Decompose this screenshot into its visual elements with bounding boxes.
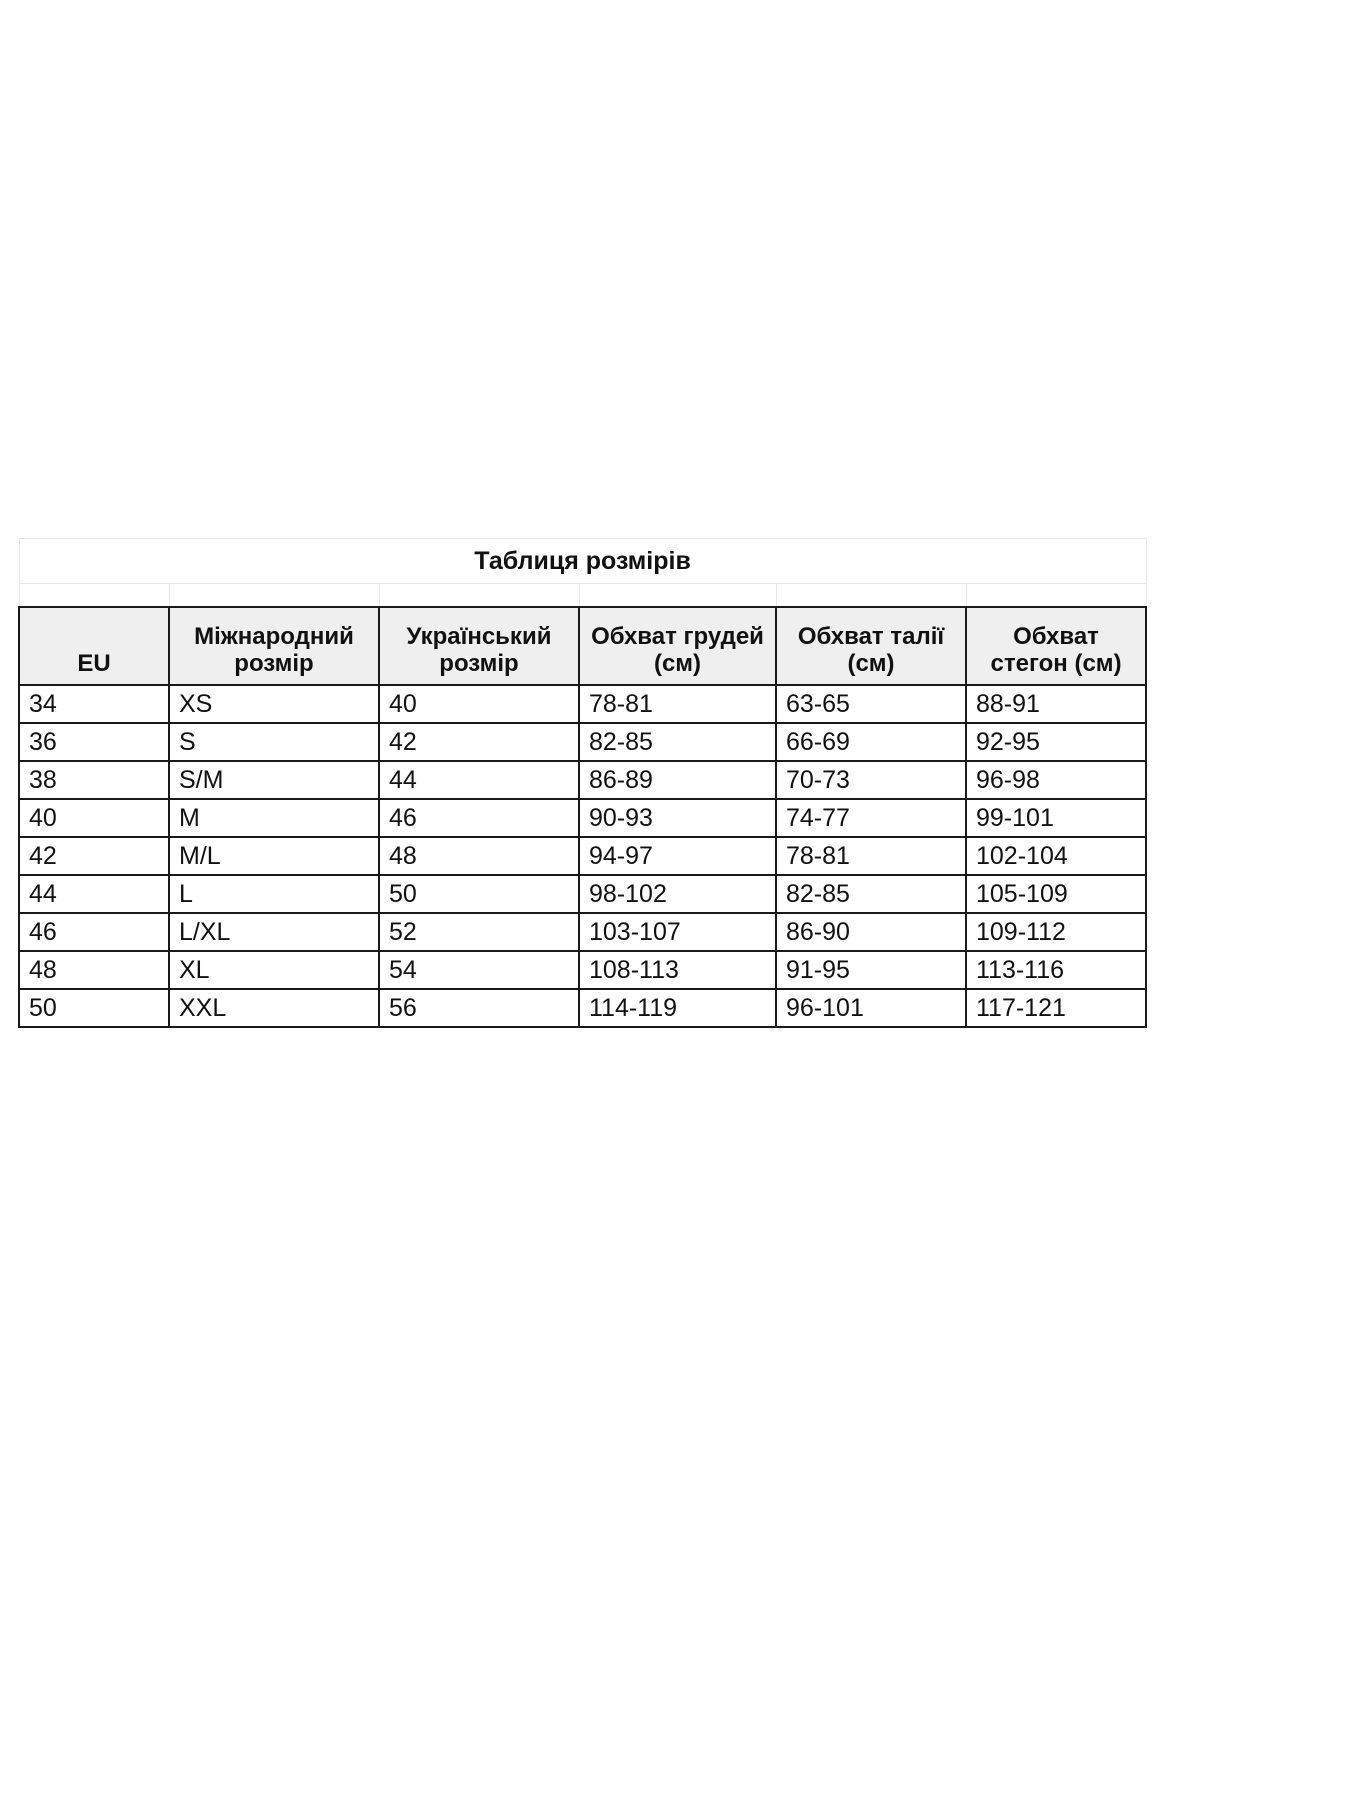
table-row: 34 XS 40 78-81 63-65 88-91 xyxy=(18,684,1148,724)
cell-waist: 82-85 xyxy=(775,874,967,914)
cell-ua: 44 xyxy=(378,760,580,800)
column-header-hips-circumference: Обхват стегон (см) xyxy=(964,606,1148,686)
table-row: 42 M/L 48 94-97 78-81 102-104 xyxy=(18,836,1148,876)
size-chart-sheet: Таблиця розмірів EU Міжнародний розмір У… xyxy=(18,538,1148,1028)
cell-hips: 102-104 xyxy=(964,836,1148,876)
cell-eu: 38 xyxy=(18,760,170,800)
column-header-ukrainian-size: Український розмір xyxy=(378,606,580,686)
cell-eu: 40 xyxy=(18,798,170,838)
cell-ua: 50 xyxy=(378,874,580,914)
cell-waist: 86-90 xyxy=(775,912,967,952)
cell-eu: 46 xyxy=(18,912,170,952)
cell-intl: XS xyxy=(168,684,380,724)
cell-waist: 63-65 xyxy=(775,684,967,724)
cell-eu: 50 xyxy=(18,988,170,1028)
cell-waist: 96-101 xyxy=(775,988,967,1028)
cell-chest: 98-102 xyxy=(578,874,777,914)
table-row: 40 M 46 90-93 74-77 99-101 xyxy=(18,798,1148,838)
cell-intl: L/XL xyxy=(168,912,380,952)
cell-hips: 109-112 xyxy=(964,912,1148,952)
cell-chest: 78-81 xyxy=(578,684,777,724)
cell-ua: 48 xyxy=(378,836,580,876)
cell-waist: 74-77 xyxy=(775,798,967,838)
cell-chest: 103-107 xyxy=(578,912,777,952)
cell-hips: 113-116 xyxy=(964,950,1148,990)
cell-intl: S xyxy=(168,722,380,762)
cell-hips: 105-109 xyxy=(964,874,1148,914)
cell-hips: 92-95 xyxy=(964,722,1148,762)
cell-ua: 42 xyxy=(378,722,580,762)
cell-chest: 86-89 xyxy=(578,760,777,800)
cell-intl: M xyxy=(168,798,380,838)
cell-eu: 48 xyxy=(18,950,170,990)
table-row: 48 XL 54 108-113 91-95 113-116 xyxy=(18,950,1148,990)
table-row: 46 L/XL 52 103-107 86-90 109-112 xyxy=(18,912,1148,952)
cell-intl: S/M xyxy=(168,760,380,800)
cell-chest: 94-97 xyxy=(578,836,777,876)
spacer-cell xyxy=(965,583,1147,607)
cell-chest: 114-119 xyxy=(578,988,777,1028)
cell-ua: 40 xyxy=(378,684,580,724)
table-row: 44 L 50 98-102 82-85 105-109 xyxy=(18,874,1148,914)
table-row: 36 S 42 82-85 66-69 92-95 xyxy=(18,722,1148,762)
cell-hips: 96-98 xyxy=(964,760,1148,800)
table-row: 50 XXL 56 114-119 96-101 117-121 xyxy=(18,988,1148,1028)
cell-hips: 88-91 xyxy=(964,684,1148,724)
cell-eu: 44 xyxy=(18,874,170,914)
cell-ua: 52 xyxy=(378,912,580,952)
spacer-cell xyxy=(18,583,170,607)
spacer-cell xyxy=(578,583,777,607)
cell-chest: 82-85 xyxy=(578,722,777,762)
column-header-waist-circumference: Обхват талії (см) xyxy=(775,606,967,686)
cell-chest: 90-93 xyxy=(578,798,777,838)
cell-ua: 54 xyxy=(378,950,580,990)
cell-hips: 99-101 xyxy=(964,798,1148,838)
table-header-row: EU Міжнародний розмір Український розмір… xyxy=(18,606,1148,686)
cell-eu: 34 xyxy=(18,684,170,724)
size-chart-table: Таблиця розмірів EU Міжнародний розмір У… xyxy=(18,538,1148,1028)
cell-ua: 56 xyxy=(378,988,580,1028)
cell-chest: 108-113 xyxy=(578,950,777,990)
column-header-international-size: Міжнародний розмір xyxy=(168,606,380,686)
cell-intl: XL xyxy=(168,950,380,990)
column-header-eu: EU xyxy=(18,606,170,686)
spacer-cell xyxy=(775,583,967,607)
cell-eu: 42 xyxy=(18,836,170,876)
table-row: 38 S/M 44 86-89 70-73 96-98 xyxy=(18,760,1148,800)
table-spacer-row xyxy=(18,583,1147,607)
spacer-cell xyxy=(378,583,580,607)
cell-waist: 78-81 xyxy=(775,836,967,876)
cell-intl: M/L xyxy=(168,836,380,876)
cell-waist: 91-95 xyxy=(775,950,967,990)
cell-waist: 66-69 xyxy=(775,722,967,762)
cell-hips: 117-121 xyxy=(964,988,1148,1028)
cell-waist: 70-73 xyxy=(775,760,967,800)
table-title-row: Таблиця розмірів xyxy=(18,538,1147,584)
cell-ua: 46 xyxy=(378,798,580,838)
cell-eu: 36 xyxy=(18,722,170,762)
table-title: Таблиця розмірів xyxy=(18,538,1147,584)
cell-intl: XXL xyxy=(168,988,380,1028)
cell-intl: L xyxy=(168,874,380,914)
spacer-cell xyxy=(168,583,380,607)
column-header-chest-circumference: Обхват грудей (см) xyxy=(578,606,777,686)
